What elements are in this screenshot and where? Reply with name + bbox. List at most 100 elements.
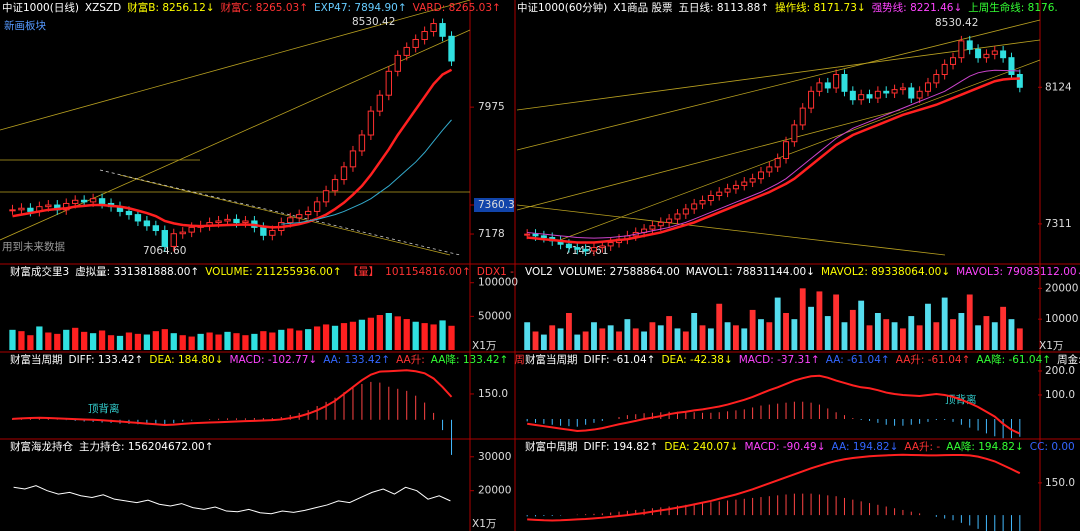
candle — [749, 178, 756, 183]
volume-bar — [125, 332, 133, 350]
candle — [607, 242, 614, 247]
candle — [98, 198, 106, 204]
panel-header: 财富中周期 — [525, 440, 578, 453]
panel-header: MAVOL2: 89338064.00↓ — [821, 266, 950, 278]
candle — [80, 199, 88, 203]
trend-line — [516, 39, 1041, 111]
volume-bar — [874, 313, 881, 350]
candle — [448, 35, 455, 62]
volume-bar — [18, 331, 25, 350]
candle — [582, 248, 589, 252]
volume-bar — [724, 322, 731, 350]
indicator-line — [12, 369, 453, 426]
indicator-line — [527, 77, 1020, 244]
volume-bar — [376, 315, 383, 350]
panel-header: 中证1000(60分钟) — [517, 1, 607, 14]
volume-bar — [624, 319, 631, 350]
volume-bar — [783, 313, 789, 350]
volume-bar — [682, 331, 689, 350]
volume-bar — [641, 331, 647, 350]
candle — [924, 82, 931, 92]
candle — [72, 199, 79, 204]
candle — [125, 210, 133, 216]
volume-bar — [403, 319, 410, 350]
volume-bar — [152, 331, 159, 350]
volume-bar — [883, 319, 890, 350]
volume-bar — [849, 309, 856, 350]
volume-bar — [98, 330, 106, 350]
candle — [260, 226, 267, 236]
y-tick-label: 150.0 — [478, 388, 508, 400]
candle — [983, 53, 990, 59]
volume-bar — [758, 319, 764, 350]
volume-bar — [1000, 306, 1007, 350]
candle — [296, 214, 303, 219]
candle — [757, 171, 764, 180]
volume-bar — [975, 325, 981, 350]
candle — [565, 243, 572, 249]
y-tick-label: 10000 — [1045, 313, 1078, 325]
panel-header: 中证1000(日线) — [2, 1, 79, 14]
volume-bar — [958, 313, 965, 350]
volume-bar — [9, 329, 16, 350]
annotation: 用到未来数据 — [2, 240, 65, 253]
volume-bar — [72, 327, 79, 350]
candle — [421, 31, 428, 40]
volume-bar — [179, 335, 186, 350]
candle — [385, 70, 392, 96]
panel-header: DDX1 - — [477, 266, 514, 278]
volume-bar — [206, 332, 213, 350]
volume-bar — [116, 335, 124, 350]
y-tick-label: 7360.3 — [478, 199, 515, 211]
candle — [45, 204, 52, 208]
volume-bar — [649, 322, 656, 350]
volume-bar — [566, 313, 572, 350]
volume-bar — [421, 323, 428, 350]
panel-header: VARD: 8265.03↑ — [413, 2, 501, 14]
volume-bar — [524, 322, 531, 350]
volume-bar — [841, 322, 848, 350]
annotation: 新画板块 — [4, 19, 46, 32]
candle — [975, 48, 982, 59]
panel-header: AA: 133.42↑ — [323, 354, 390, 366]
candle — [808, 90, 815, 109]
volume-bar — [540, 334, 547, 350]
candle — [188, 226, 195, 233]
panel-header: DEA: -42.38↓ — [661, 354, 732, 366]
panel-header: 周 — [514, 354, 525, 366]
volume-bar — [260, 331, 267, 350]
y-tick-label: 150.0 — [1045, 477, 1075, 489]
panel-header: MACD: -90.49↓ — [745, 441, 826, 453]
candle — [816, 82, 823, 92]
volume-bar — [367, 317, 375, 350]
panel-header: AA降: -61.04↑ — [976, 353, 1051, 366]
candle — [313, 201, 321, 212]
volume-bar — [278, 329, 285, 350]
volume-bar — [616, 331, 622, 350]
volume-bar — [824, 316, 831, 350]
volume-bar — [188, 336, 195, 350]
panel-header: DEA: 184.80↓ — [149, 354, 223, 366]
panel-header: DIFF: 194.82↑ — [584, 441, 659, 453]
volume-bar — [1016, 328, 1023, 350]
y-tick-label: 7178 — [478, 228, 505, 240]
volume-bar — [858, 300, 865, 350]
volume-bar — [908, 316, 915, 350]
trend-line — [516, 204, 946, 256]
volume-bar — [340, 323, 348, 350]
panel-header: AA降: 133.42↑ — [431, 353, 509, 366]
y-tick-label: 100.0 — [1045, 389, 1075, 401]
candle — [950, 57, 957, 65]
candle — [916, 90, 923, 99]
volume-bar — [900, 328, 906, 350]
volume-bar — [394, 316, 401, 350]
volume-bar — [632, 328, 639, 350]
candle — [858, 94, 865, 101]
panel-header: XZSZD — [85, 2, 121, 14]
volume-bar — [532, 331, 539, 350]
trend-line — [0, 0, 471, 131]
annotation: 8530.42 — [352, 16, 395, 28]
candle — [657, 221, 664, 227]
candle — [367, 110, 375, 136]
volume-bar — [866, 325, 873, 350]
